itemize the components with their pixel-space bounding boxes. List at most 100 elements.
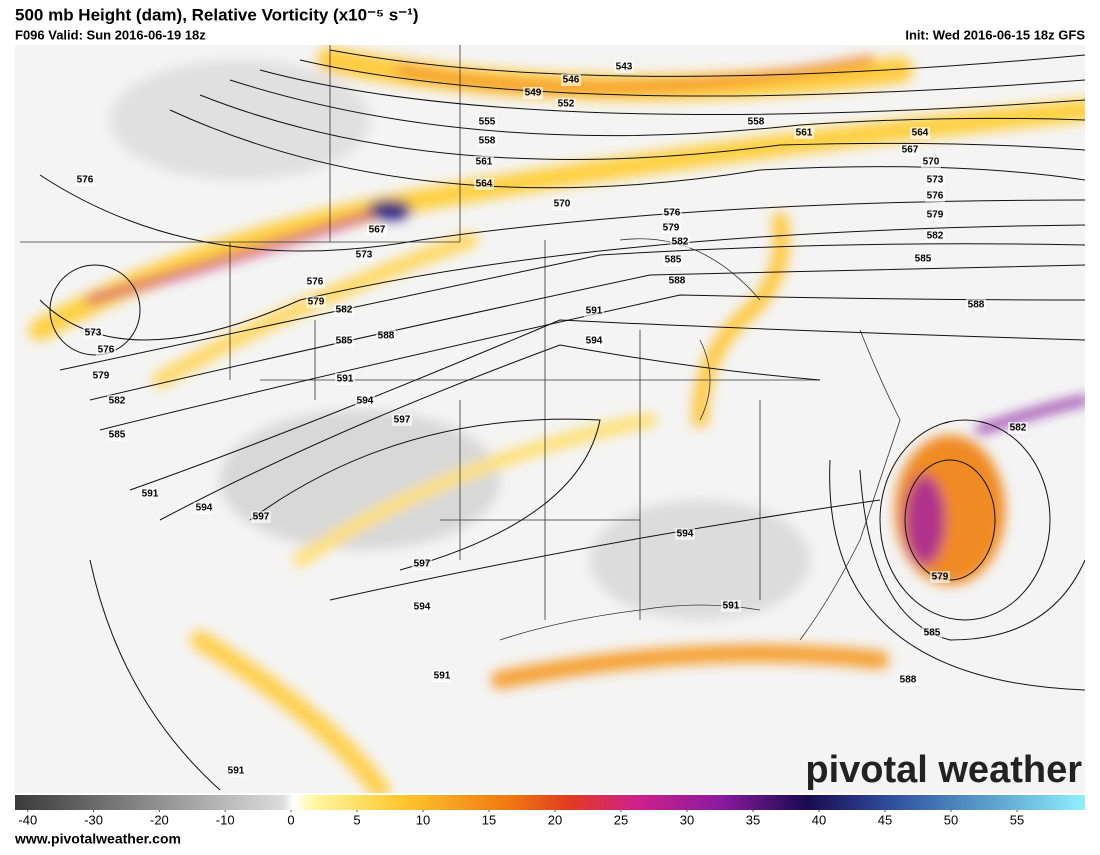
label-halo xyxy=(226,765,246,777)
contour-label: 588 xyxy=(968,300,985,311)
label-halo xyxy=(432,670,452,682)
colorbar-tick-label: 40 xyxy=(812,812,826,827)
contour-label: 588 xyxy=(900,675,917,686)
label-halo xyxy=(661,222,681,234)
contour-label: 591 xyxy=(337,374,354,385)
label-halo xyxy=(930,571,950,583)
label-halo xyxy=(75,174,95,186)
colorbar-tick-label: 25 xyxy=(614,812,628,827)
label-halo xyxy=(925,190,945,202)
label-halo xyxy=(251,511,271,523)
label-halo xyxy=(584,335,604,347)
label-halo xyxy=(925,230,945,242)
contour-label: 567 xyxy=(369,225,386,236)
label-halo xyxy=(675,528,695,540)
label-halo xyxy=(334,304,354,316)
label-halo xyxy=(552,198,572,210)
colorbar-tick-label: 20 xyxy=(548,812,562,827)
contour-label: 597 xyxy=(253,512,270,523)
contour-label: 558 xyxy=(748,117,765,128)
colorbar-tick-label: 30 xyxy=(680,812,694,827)
contour-labels: 543 546 549 552 555 558 561 564 570 567 573 576 579 5… xyxy=(75,61,1028,777)
label-halo xyxy=(1008,422,1028,434)
contour-label: 582 xyxy=(336,305,353,316)
contour-label: 594 xyxy=(414,602,431,613)
label-halo xyxy=(140,488,160,500)
label-halo xyxy=(667,275,687,287)
label-halo xyxy=(306,296,326,308)
contour-label: 594 xyxy=(196,503,213,514)
label-halo xyxy=(925,209,945,221)
label-halo xyxy=(335,373,355,385)
label-halo xyxy=(913,253,933,265)
label-halo xyxy=(925,174,945,186)
colorbar-tick-label: -10 xyxy=(216,812,235,827)
colorbar-ticks: -40 -30 -20 -10 0 5 10 15 20 25 30 35 40 45 50 55 xyxy=(18,810,1024,827)
colorbar-tick-label: 35 xyxy=(746,812,760,827)
contour-label: 555 xyxy=(479,117,496,128)
label-halo xyxy=(107,429,127,441)
label-halo xyxy=(614,61,634,73)
label-halo xyxy=(107,395,127,407)
contour-label: 585 xyxy=(665,255,682,266)
label-halo xyxy=(794,127,814,139)
contour-label: 591 xyxy=(723,601,740,612)
contour-label: 597 xyxy=(394,415,411,426)
height-contours xyxy=(39,49,1085,791)
colorbar-tick-label: -40 xyxy=(18,812,37,827)
label-halo xyxy=(194,502,214,514)
contour-label: 579 xyxy=(308,297,325,308)
label-halo xyxy=(746,116,766,128)
init-time: Init: Wed 2016-06-15 18z GFS xyxy=(905,27,1085,42)
contour-label: 564 xyxy=(912,128,929,139)
contour-label: 588 xyxy=(378,331,395,342)
label-halo xyxy=(477,116,497,128)
label-halo xyxy=(556,98,576,110)
label-halo xyxy=(474,178,494,190)
contour-label: 591 xyxy=(142,489,159,500)
contour-label: 585 xyxy=(915,254,932,265)
contour-label: 579 xyxy=(93,371,110,382)
label-halo xyxy=(367,224,387,236)
watermark: pivotal weather xyxy=(805,749,1082,791)
website: www.pivotalweather.com xyxy=(14,831,181,847)
contour-label: 561 xyxy=(796,128,813,139)
colorbar-tick-label: 10 xyxy=(416,812,430,827)
label-halo xyxy=(663,254,683,266)
valid-time: F096 Valid: Sun 2016-06-19 18z xyxy=(15,27,206,42)
label-halo xyxy=(477,135,497,147)
colorbar-tick-label: 45 xyxy=(878,812,892,827)
contour-label: 579 xyxy=(663,223,680,234)
colorbar-tick-label: 0 xyxy=(287,812,294,827)
contour-label: 573 xyxy=(85,328,102,339)
colorbar xyxy=(15,795,1085,810)
contour-label: 597 xyxy=(414,559,431,570)
label-halo xyxy=(392,414,412,426)
label-halo xyxy=(561,74,581,86)
label-halo xyxy=(376,330,396,342)
colorbar-tick-label: 55 xyxy=(1010,812,1024,827)
contour-label: 546 xyxy=(563,75,580,86)
contour-label: 591 xyxy=(228,766,245,777)
label-halo xyxy=(662,207,682,219)
map: 543 546 549 552 555 558 561 564 570 567 573 576 579 5… xyxy=(15,45,1085,793)
contour-label: 576 xyxy=(664,208,681,219)
contour-label: 582 xyxy=(672,237,689,248)
colorbar-tick-label: 15 xyxy=(482,812,496,827)
contour-label: 579 xyxy=(932,572,949,583)
contour-label: 582 xyxy=(109,396,126,407)
label-halo xyxy=(334,335,354,347)
title: 500 mb Height (dam), Relative Vorticity … xyxy=(15,5,419,24)
label-halo xyxy=(355,395,375,407)
contour-label: 570 xyxy=(554,199,571,210)
label-halo xyxy=(922,627,942,639)
contour-label: 579 xyxy=(927,210,944,221)
contour-label: 549 xyxy=(525,88,542,99)
colorbar-tick-label: -30 xyxy=(84,812,103,827)
label-halo xyxy=(354,249,374,261)
contour-label: 576 xyxy=(307,277,324,288)
contour-label: 582 xyxy=(927,231,944,242)
label-halo xyxy=(898,674,918,686)
contour-label: 561 xyxy=(476,157,493,168)
